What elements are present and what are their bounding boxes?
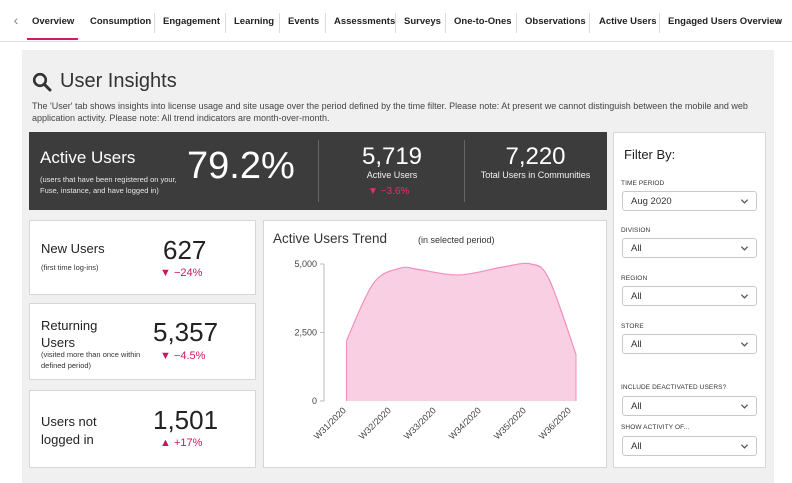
returning-users-title-line1: Returning [41,318,98,333]
tab-divider [516,13,517,33]
tab-one-to-ones[interactable]: One-to-Ones [454,16,512,27]
returning-users-subtitle: (visited more than once within defined p… [41,350,141,370]
store-label: STORE [621,323,644,330]
banner-divider [318,140,319,202]
tab-engaged-users-overview[interactable]: Engaged Users Overview [668,16,783,27]
region-value: All [631,291,642,302]
trend-area [346,263,576,401]
active-users-banner: Active Users (users that have been regis… [29,132,607,210]
show-activity-label: SHOW ACTIVITY OF... [621,424,690,431]
time-period-label: TIME PERIOD [621,180,665,187]
tab-consumption[interactable]: Consumption [90,16,152,27]
search-icon [32,72,52,92]
time-period-value: Aug 2020 [631,196,672,207]
chevron-down-icon [740,246,749,251]
y-tick-label: 5,000 [294,259,317,269]
region-label: REGION [621,275,648,282]
chevron-down-icon [740,404,749,409]
region-select[interactable]: All [622,286,757,306]
not-logged-title-line1: Users not [41,414,97,429]
tab-engagement[interactable]: Engagement [163,16,221,27]
store-value: All [631,339,642,350]
active-percentage: 79.2% [187,145,295,187]
total-users-label: Total Users in Communities [480,170,591,180]
not-logged-title-line2: logged in [41,432,94,447]
division-select[interactable]: All [622,238,757,258]
banner-divider [464,140,465,202]
tab-divider [589,13,590,33]
active-users-label: Active Users [366,170,418,180]
trend-line [345,262,577,355]
tab-bar: ‹ Overview Consumption Engagement Learni… [0,0,792,42]
tab-active-users[interactable]: Active Users [599,16,657,27]
banner-title: Active Users [40,148,136,167]
returning-users-card: Returning Users (visited more than once … [29,303,256,380]
new-users-card: New Users (first time log-ins) 627 ▼ −24… [29,220,256,295]
chevron-down-icon [740,444,749,449]
filter-panel: Filter By: TIME PERIOD Aug 2020 DIVISION… [613,132,766,468]
chart-subtitle: (in selected period) [418,235,495,245]
tab-surveys[interactable]: Surveys [404,16,441,27]
x-tick-label: W31/2020 [312,405,348,441]
active-users-change: ▼ −3.6% [368,186,410,197]
active-users-trend-chart: 5,000 2,500 0 W31/2020 W32/2020 W33/2020 W34/2… [263,220,607,468]
tab-divider [445,13,446,33]
chevron-down-icon [740,294,749,299]
tab-events[interactable]: Events [288,16,320,27]
include-deactivated-value: All [631,401,642,412]
tab-divider [395,13,396,33]
tab-divider [225,13,226,33]
filter-title: Filter By: [624,147,676,162]
returning-users-value: 5,357 [153,317,219,347]
tab-assessments[interactable]: Assessments [334,16,396,27]
x-tick-label: W34/2020 [447,405,483,441]
division-label: DIVISION [621,227,651,234]
time-period-select[interactable]: Aug 2020 [622,191,757,211]
chevron-down-icon [740,342,749,347]
banner-subtitle: (users that have been registered on your… [40,175,177,195]
include-deactivated-label: INCLUDE DEACTIVATED USERS? [621,384,727,391]
active-users-count: 5,719 [361,143,423,170]
active-tab-indicator [27,38,78,40]
not-logged-change: ▲ +17% [160,437,203,449]
chart-title: Active Users Trend [273,231,388,246]
store-select[interactable]: All [622,334,757,354]
x-tick-label: W36/2020 [537,405,573,441]
chevron-left-icon[interactable]: ‹ [13,12,19,28]
tab-divider [279,13,280,33]
y-tick-label: 0 [312,396,317,406]
x-tick-label: W32/2020 [357,405,393,441]
tab-divider [659,13,660,33]
new-users-value: 627 [163,235,207,265]
chevron-down-icon [740,199,749,204]
include-deactivated-select[interactable]: All [622,396,757,416]
tab-observations[interactable]: Observations [525,16,586,27]
tab-divider [325,13,326,33]
chevron-right-icon[interactable]: › [776,12,782,28]
tab-learning[interactable]: Learning [234,16,275,27]
tab-divider [154,13,155,33]
users-not-logged-in-card: Users not logged in 1,501 ▲ +17% [29,390,256,468]
y-tick-label: 2,500 [294,328,317,338]
division-value: All [631,243,642,254]
show-activity-value: All [631,441,642,452]
new-users-change: ▼ −24% [160,267,203,279]
not-logged-value: 1,501 [153,405,219,435]
x-tick-label: W33/2020 [402,405,438,441]
returning-users-change: ▼ −4.5% [160,350,206,362]
page-description: The 'User' tab shows insights into licen… [32,101,748,123]
new-users-subtitle: (first time log-ins) [41,263,99,272]
x-tick-label: W35/2020 [492,405,528,441]
tab-overview[interactable]: Overview [32,16,75,27]
total-users-count: 7,220 [505,143,566,170]
page-title: User Insights [60,70,177,92]
new-users-title: New Users [41,241,105,256]
returning-users-title-line2: Users [41,335,75,350]
show-activity-select[interactable]: All [622,436,757,456]
